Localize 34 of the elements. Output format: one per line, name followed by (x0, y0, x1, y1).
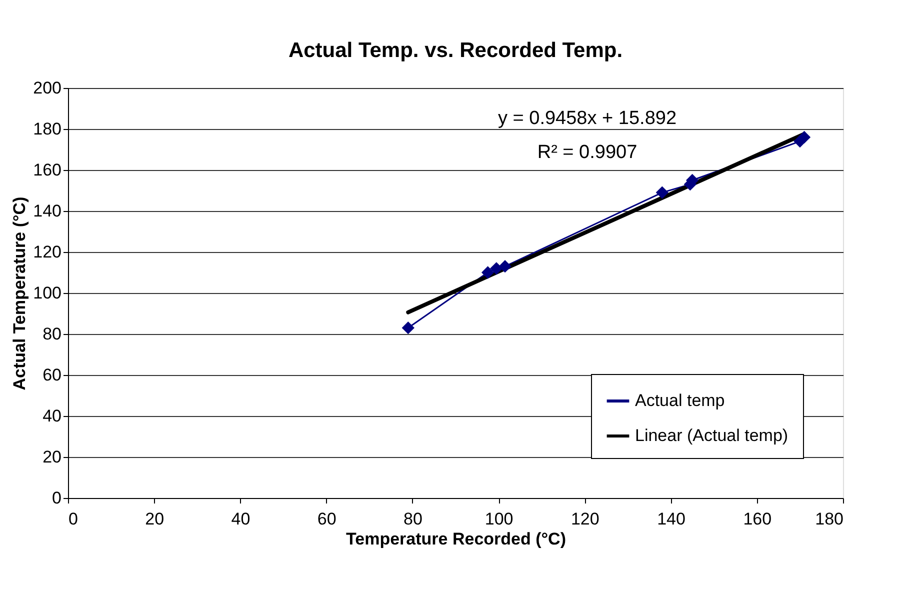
y-tick-label: 200 (33, 78, 62, 98)
x-tick-label: 0 (68, 510, 78, 528)
y-tick-label: 180 (33, 120, 62, 138)
x-axis-title: Temperature Recorded (°C) (346, 530, 566, 548)
point (656, 186, 668, 199)
point (402, 322, 414, 334)
point (798, 130, 811, 144)
y-tick-label: 100 (33, 284, 62, 302)
x-tick-label: 20 (145, 510, 164, 528)
y-tick-label: 80 (42, 324, 62, 344)
x-tick-label: 100 (484, 510, 514, 528)
y-tick-label: 60 (42, 366, 62, 384)
y-tick-label: 40 (42, 406, 62, 426)
x-tick-label: 80 (403, 510, 422, 528)
y-tick-label: 140 (33, 202, 62, 220)
y-tick-label: 20 (42, 448, 62, 466)
x-tick-label: 180 (815, 510, 844, 528)
point (481, 266, 494, 279)
legend-label: Linear (Actual temp) (635, 426, 788, 445)
x-tick-label: 160 (743, 510, 772, 528)
y-tick-label: 0 (52, 488, 62, 508)
x-tick-label: 40 (231, 510, 250, 528)
x-tick-label: 120 (570, 510, 600, 528)
y-tick-label: 160 (33, 160, 62, 180)
legend-label: Actual temp (635, 391, 725, 410)
y-tick-label: 120 (33, 242, 62, 262)
annotation: R² = 0.9907 (537, 142, 638, 163)
point (498, 260, 512, 273)
x-tick-label: 60 (317, 510, 336, 528)
x-tick-label: 140 (657, 510, 686, 528)
y-axis-title: Actual Temperature (°C) (10, 196, 30, 390)
annotation: y = 0.9458x + 15.892 (498, 108, 677, 129)
chart-title: Actual Temp. vs. Recorded Temp. (288, 39, 623, 62)
point (490, 262, 503, 275)
